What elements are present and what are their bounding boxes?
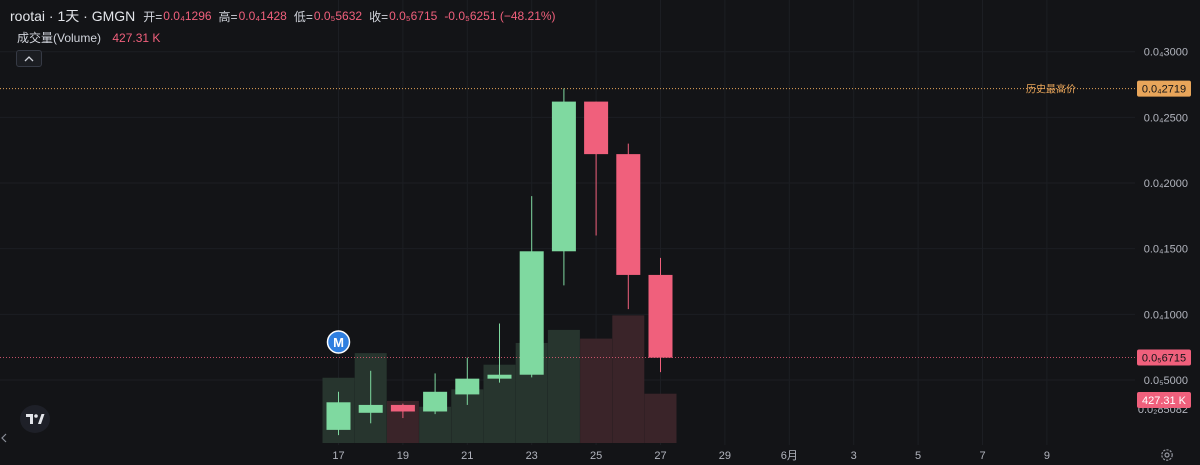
x-tick-label: 5: [915, 450, 921, 462]
low-label: 低=: [293, 9, 313, 24]
change-value: -0.0₅6251 (−48.21%): [444, 9, 556, 23]
ohlc-legend: rootai · 1天 · GMGN 开= 0.0₄1296 高= 0.0₄14…: [10, 7, 556, 25]
x-tick-label: 3: [851, 450, 857, 462]
y-tick-label: 0.0₄2000: [1144, 178, 1188, 190]
ath-price-tag: 0.0₄2719: [1142, 84, 1186, 96]
y-tick-label: 0.0₄1500: [1144, 244, 1188, 256]
x-tick-label: 25: [590, 450, 602, 462]
candle-body: [616, 154, 641, 275]
last-price-tag: 0.0₅6715: [1142, 352, 1186, 364]
volume-bar: [580, 338, 613, 443]
volume-label: 成交量(Volume): [17, 31, 102, 45]
gear-icon[interactable]: [1160, 448, 1174, 462]
candle-body: [358, 404, 383, 413]
scroll-left-button[interactable]: [1, 432, 7, 446]
x-tick-label: 17: [332, 450, 344, 462]
volume-value: 427.31 K: [112, 31, 161, 45]
high-value: 0.0₄1428: [238, 9, 287, 23]
candle-body: [390, 404, 415, 412]
y-tick-label: 0.0₄2500: [1144, 112, 1188, 124]
candle-body: [455, 378, 480, 395]
ath-price-tag-bg: [1137, 80, 1191, 97]
marker-label: M: [333, 335, 344, 350]
x-tick-label: 23: [526, 450, 538, 462]
close-label: 收=: [369, 9, 389, 24]
collapse-legend-button[interactable]: [16, 50, 42, 67]
volume-tag: 427.31 K: [1142, 395, 1187, 407]
marker-circle: [326, 330, 351, 354]
x-tick-label: 21: [461, 450, 473, 462]
close-value: 0.0₅6715: [389, 9, 438, 23]
candle-body: [519, 251, 544, 375]
candle-body: [487, 374, 512, 379]
candle-body: [551, 101, 576, 252]
candle-body: [648, 274, 673, 358]
chevron-left-icon: [1, 433, 7, 443]
ath-label: 历史最高价: [1026, 83, 1076, 96]
tradingview-logo[interactable]: [20, 405, 50, 433]
volume-bar: [612, 315, 645, 443]
last-price-tag-bg: [1137, 349, 1191, 366]
x-tick-label: 7: [979, 450, 985, 462]
volume-tag-bg: [1137, 392, 1191, 408]
candle-body: [423, 391, 448, 412]
volume-legend: 成交量(Volume) 427.31 K: [17, 29, 160, 46]
x-tick-label: 9: [1044, 450, 1050, 462]
candle-body: [584, 101, 609, 155]
symbol-title[interactable]: rootai · 1天 · GMGN: [10, 8, 136, 24]
chevron-up-icon: [24, 55, 34, 61]
low-value: 0.0₅5632: [313, 9, 363, 23]
high-label: 高=: [218, 9, 238, 24]
x-tick-label: 29: [719, 450, 731, 462]
x-tick-label: 27: [654, 450, 666, 462]
candle-body: [326, 402, 351, 430]
open-label: 开=: [143, 9, 163, 24]
open-value: 0.0₄1296: [163, 9, 212, 23]
y-tick-label: 0.0₄3000: [1144, 47, 1188, 59]
y-tick-label: 0.0₅5000: [1144, 375, 1188, 387]
tradingview-logo-icon: [26, 414, 45, 424]
volume-bar: [547, 329, 580, 443]
x-tick-label: 19: [397, 450, 409, 462]
volume-bar: [644, 393, 677, 443]
x-tick-label: 6月: [781, 450, 798, 462]
y-tick-label: 0.0₄1000: [1144, 309, 1188, 321]
